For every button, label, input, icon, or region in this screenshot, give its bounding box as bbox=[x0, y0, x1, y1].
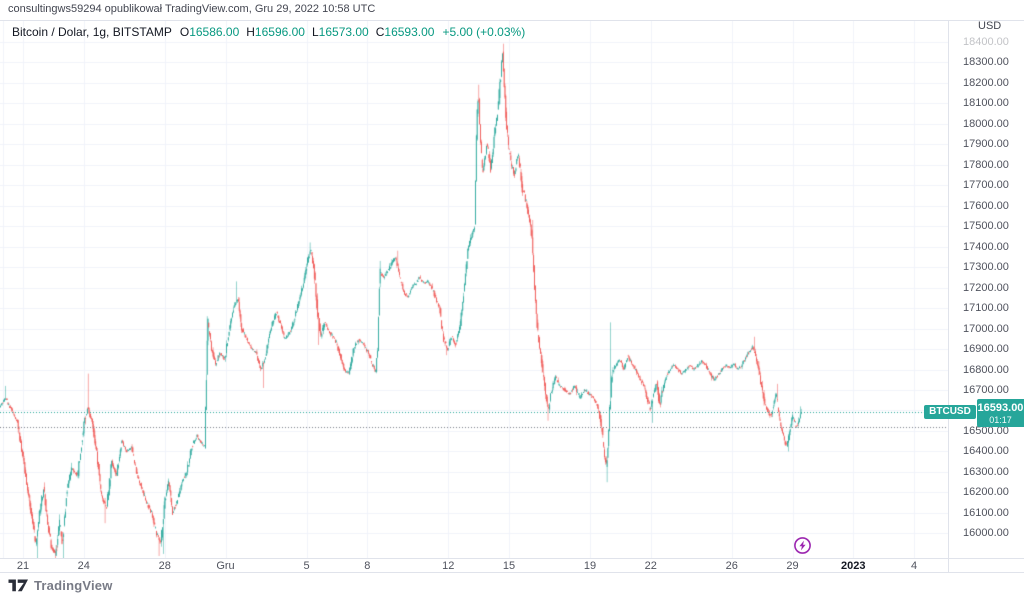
time-tick-label: 2023 bbox=[841, 560, 866, 572]
currency-label: USD bbox=[978, 20, 1002, 32]
price-tick-label: 17900.00 bbox=[963, 138, 1009, 151]
time-tick-label: 21 bbox=[16, 560, 30, 572]
price-tick-label: 17000.00 bbox=[963, 322, 1009, 335]
time-tick-label: 22 bbox=[644, 560, 657, 572]
time-tick-label: 4 bbox=[910, 560, 918, 572]
price-tick-label: 18400.00 bbox=[963, 35, 1009, 48]
last-price-value: 16593.00 bbox=[977, 401, 1024, 414]
time-tick-label: 28 bbox=[158, 560, 171, 572]
price-tick-label: 17500.00 bbox=[963, 220, 1009, 233]
price-tick-label: 17300.00 bbox=[963, 261, 1009, 274]
chart-frame-bottom-border bbox=[0, 572, 1024, 573]
price-tick-label: 17100.00 bbox=[963, 302, 1009, 315]
time-tick-label: 24 bbox=[77, 560, 90, 572]
chart-frame-top-border bbox=[0, 20, 1024, 21]
price-tick-label: 17200.00 bbox=[963, 281, 1009, 294]
time-tick-label: Gru bbox=[216, 560, 235, 572]
tradingview-watermark[interactable]: TradingView bbox=[8, 578, 113, 593]
price-tick-label: 18300.00 bbox=[963, 56, 1009, 69]
symbol-title: Bitcoin / Dolar, 1g, BITSTAMP bbox=[12, 25, 172, 39]
price-tick-label: 16200.00 bbox=[963, 486, 1009, 499]
ohlc-item-L: L16573.00 bbox=[311, 25, 369, 39]
price-tick-label: 18100.00 bbox=[963, 97, 1009, 110]
ohlc-item-H: H16596.00 bbox=[246, 25, 305, 39]
time-tick-label: 5 bbox=[303, 560, 310, 572]
time-scale-separator bbox=[0, 558, 1024, 559]
price-tick-label: 16100.00 bbox=[963, 506, 1009, 519]
bar-countdown: 01:17 bbox=[989, 414, 1012, 425]
time-tick-label: 12 bbox=[442, 560, 455, 572]
symbol-legend: Bitcoin / Dolar, 1g, BITSTAMP O16586.00 H… bbox=[12, 25, 525, 39]
time-tick-label: 15 bbox=[502, 560, 516, 572]
symbol-price-badge: BTCUSD bbox=[924, 405, 976, 419]
price-tick-label: 17800.00 bbox=[963, 158, 1009, 171]
price-tick-label: 16900.00 bbox=[963, 343, 1009, 356]
price-tick-label: 16400.00 bbox=[963, 445, 1009, 458]
time-tick-label: 19 bbox=[583, 560, 597, 572]
ohlc-item-C: C16593.00 bbox=[375, 25, 435, 39]
price-tick-label: 17400.00 bbox=[963, 240, 1009, 253]
price-change: +5.00 (+0.03%) bbox=[442, 25, 526, 39]
watermark-label: TradingView bbox=[34, 578, 113, 593]
candlestick-chart-canvas[interactable] bbox=[0, 21, 948, 558]
time-tick-label: 26 bbox=[725, 560, 738, 572]
ohlc-item-O: O16586.00 bbox=[179, 25, 240, 39]
price-tick-label: 16000.00 bbox=[963, 527, 1009, 540]
attribution-text: consultingws59294 opublikował TradingVie… bbox=[8, 3, 376, 15]
ohlc-values: O16586.00 H16596.00 L16573.00 C16593.00 bbox=[180, 25, 435, 39]
price-tick-label: 17700.00 bbox=[963, 179, 1009, 192]
price-tick-label: 16500.00 bbox=[963, 424, 1009, 437]
price-scale-separator bbox=[948, 20, 949, 573]
last-price-label: 16593.00 01:17 bbox=[977, 399, 1024, 427]
price-tick-label: 16300.00 bbox=[963, 465, 1009, 478]
price-tick-label: 18000.00 bbox=[963, 117, 1009, 130]
tradingview-logo-icon bbox=[8, 579, 28, 592]
lightning-idea-marker-icon[interactable] bbox=[793, 536, 812, 555]
time-tick-label: 29 bbox=[786, 560, 799, 572]
price-tick-label: 16800.00 bbox=[963, 363, 1009, 376]
price-tick-label: 18200.00 bbox=[963, 76, 1009, 89]
time-tick-label: 8 bbox=[364, 560, 371, 572]
price-tick-label: 16700.00 bbox=[963, 384, 1009, 396]
price-tick-label: 17600.00 bbox=[963, 199, 1009, 212]
